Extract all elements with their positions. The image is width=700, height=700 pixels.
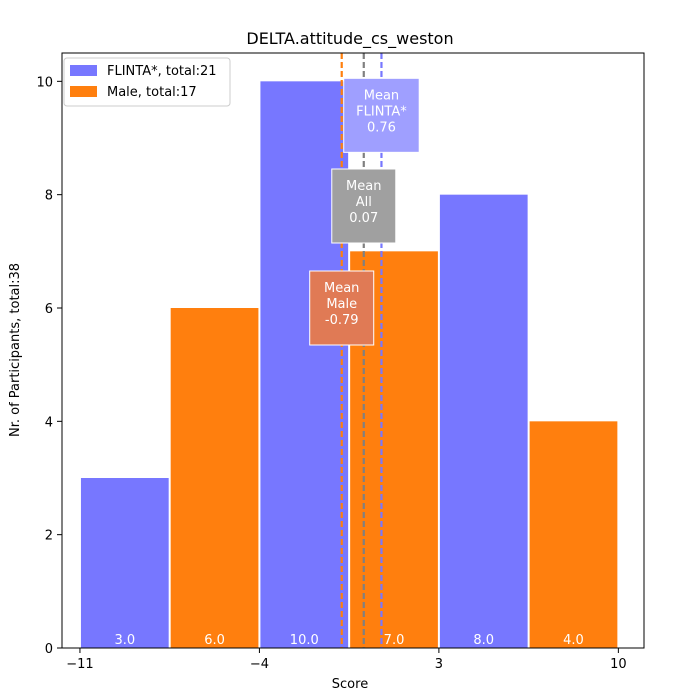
x-tick-label: 10 (610, 657, 627, 672)
chart-title: DELTA.attitude_cs_weston (246, 29, 453, 49)
mean-label-text: 0.07 (349, 211, 378, 226)
bar-flinta-1 (260, 81, 349, 649)
mean-label-box (309, 270, 375, 346)
bar-flinta-2 (439, 194, 528, 648)
x-axis-label: Score (332, 677, 368, 692)
y-axis-label: Nr. of Participants, total:38 (8, 263, 23, 437)
bar-flinta-0 (80, 478, 169, 648)
legend: FLINTA*, total:21 Male, total:17 (63, 57, 231, 107)
bar-value-label: 6.0 (204, 633, 225, 648)
x-tick-label: −4 (250, 657, 269, 672)
x-tick-label: 3 (435, 657, 443, 672)
bar-value-label: 4.0 (563, 633, 584, 648)
bar-value-label: 3.0 (114, 633, 135, 648)
bar-male-0 (170, 308, 259, 648)
x-axis: −11 −4 3 10 (66, 648, 627, 672)
y-tick-label: 6 (45, 302, 53, 317)
y-tick-label: 8 (45, 189, 53, 204)
bar-value-label: 8.0 (473, 633, 494, 648)
mean-label-box (331, 168, 397, 244)
legend-label: FLINTA*, total:21 (107, 64, 217, 79)
legend-swatch-flinta (70, 65, 97, 76)
legend-swatch-male (70, 86, 97, 97)
mean-label-text: Mean (324, 281, 359, 296)
y-tick-label: 0 (45, 642, 53, 657)
mean-label-text: Mean (364, 88, 399, 103)
legend-label: Male, total:17 (107, 85, 197, 100)
legend-box (63, 57, 231, 107)
mean-label-text: Male (326, 297, 357, 312)
plot-frame (61, 52, 645, 649)
y-axis: 0 2 4 6 8 10 (36, 75, 62, 657)
y-tick-label: 10 (36, 75, 53, 90)
mean-label-box (343, 77, 420, 153)
y-tick-label: 2 (45, 529, 53, 544)
mean-label-text: Mean (346, 179, 381, 194)
mean-label-text: All (356, 195, 372, 210)
x-tick-label: −11 (66, 657, 93, 672)
bar-value-label: 7.0 (384, 633, 405, 648)
y-tick-label: 4 (45, 415, 53, 430)
bar-value-label: 10.0 (290, 633, 319, 648)
mean-label-text: -0.79 (325, 313, 359, 328)
bar-male-2 (529, 421, 618, 648)
mean-label-text: FLINTA* (356, 104, 407, 119)
plot-area: 3.0 10.0 8.06.0 7.0 4.0MeanMale-0.79MeanAll0… (61, 52, 645, 649)
mean-label-text: 0.76 (367, 120, 396, 135)
